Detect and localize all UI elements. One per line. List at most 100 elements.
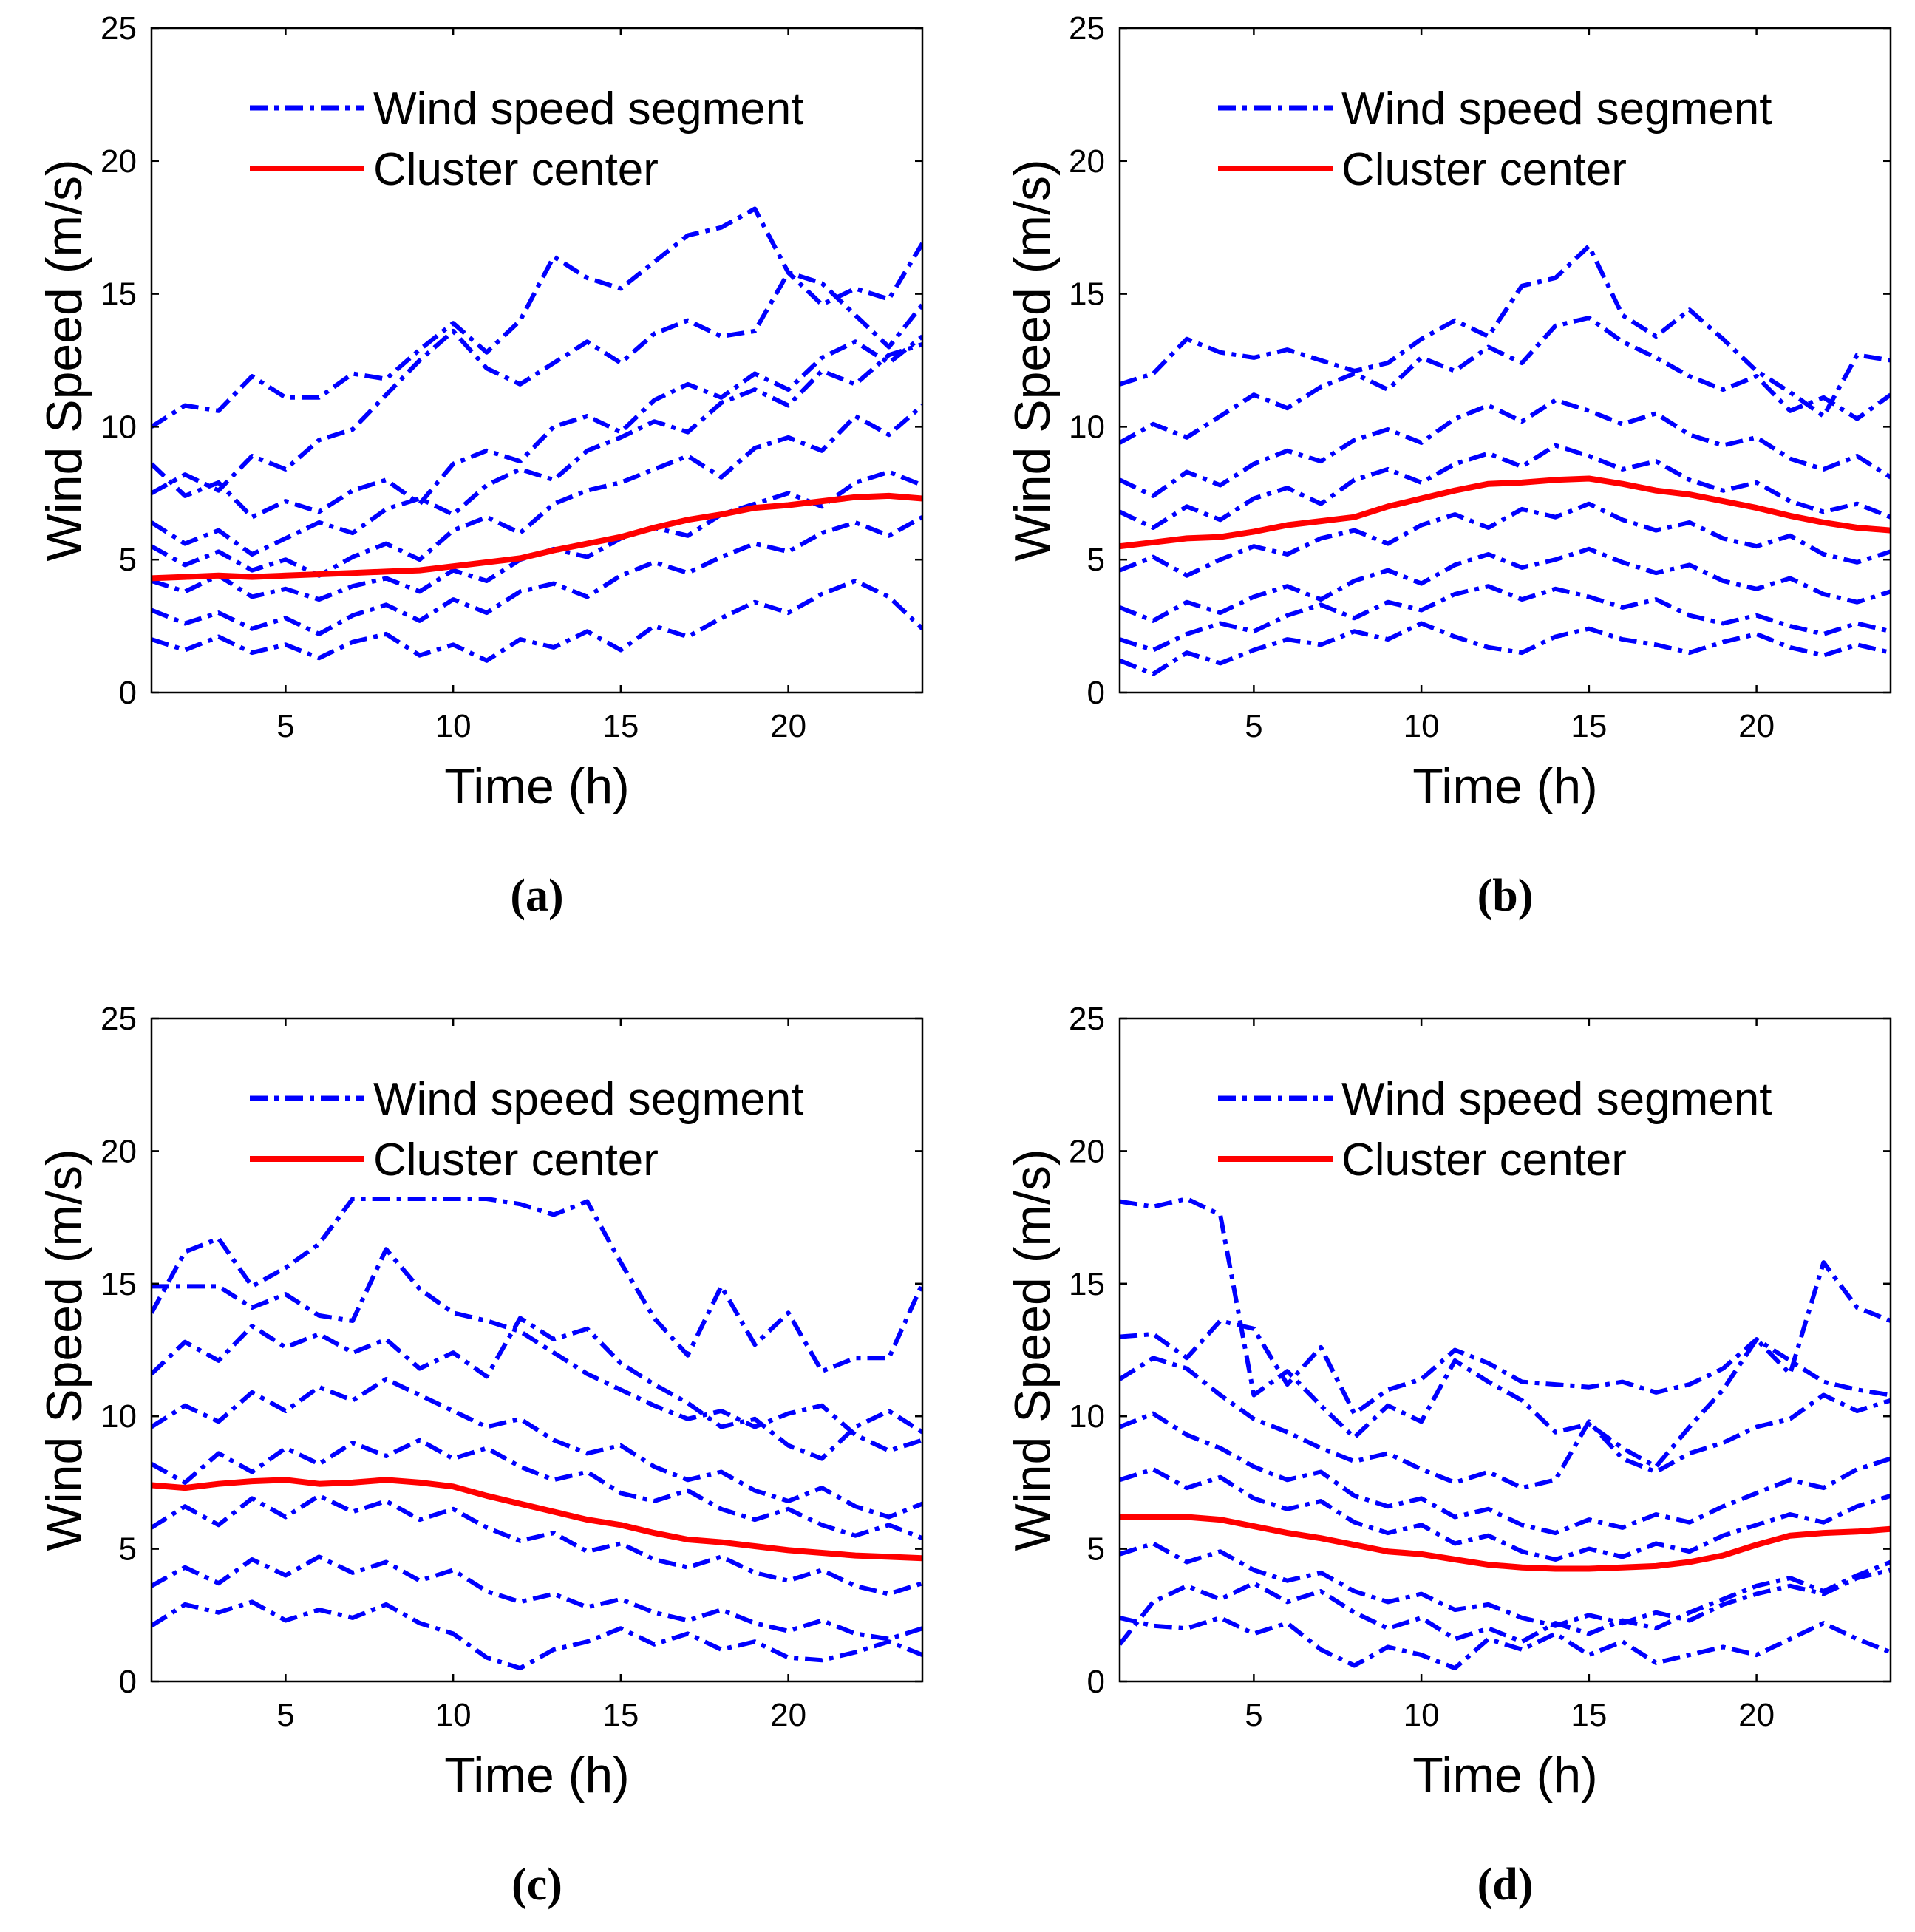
wind-speed-segment-line <box>1120 398 1891 498</box>
wind-speed-segment-line <box>1120 1356 1891 1491</box>
x-tick-label: 15 <box>1571 1697 1607 1733</box>
x-tick-label: 5 <box>276 1697 294 1733</box>
y-tick-label: 10 <box>101 1398 137 1435</box>
x-tick-label: 20 <box>1738 1697 1775 1733</box>
panel-c: 5 10 15 20 0 5 10 15 20 25 Time (h) Wind Speed (m/s… <box>36 1001 924 1910</box>
x-tick-label: 20 <box>770 708 806 744</box>
panel-caption: (d) <box>1477 1860 1534 1910</box>
axes-box <box>1118 27 1892 694</box>
wind-speed-segment-line <box>152 469 922 602</box>
panel-caption: (b) <box>1477 871 1534 921</box>
y-tick-label: 0 <box>119 675 137 711</box>
wind-speed-segment-line <box>1120 1197 1891 1469</box>
cluster-center-line <box>152 492 922 582</box>
y-tick-label: 25 <box>1069 1001 1105 1037</box>
panel-a: 5 10 15 20 0 5 10 15 20 25 Time (h) Wind Speed (m/s… <box>36 10 924 921</box>
wind-speed-segment-line <box>152 1438 922 1540</box>
legend-segment-label: Wind speed segment <box>373 1074 803 1125</box>
wind-speed-segment-line <box>152 1554 922 1642</box>
legend: Wind speed segment Cluster center <box>250 1074 803 1186</box>
x-tick-label: 15 <box>1571 708 1607 744</box>
wind-speed-segment-line <box>152 1493 922 1596</box>
cluster-center-line <box>152 1477 922 1562</box>
y-tick-label: 20 <box>1069 143 1105 180</box>
legend-segment-label: Wind speed segment <box>373 84 803 135</box>
x-axis-label: Time (h) <box>1412 1747 1598 1803</box>
wind-speed-segment-line <box>1120 443 1891 530</box>
wind-speed-segment-line <box>1120 501 1891 578</box>
y-axis-label: Wind Speed (m/s) <box>1004 1149 1061 1551</box>
legend: Wind speed segment Cluster center <box>1218 84 1772 195</box>
wind-speed-segment-line <box>152 1197 922 1374</box>
axes-box <box>150 1017 924 1683</box>
y-tick-label: 25 <box>101 10 137 47</box>
wind-speed-segment-line <box>152 342 922 557</box>
wind-speed-segment-line <box>152 206 922 429</box>
x-tick-label: 10 <box>1404 708 1440 744</box>
wind-speed-segment-line <box>152 515 922 636</box>
wind-speed-segment-line <box>1120 584 1891 653</box>
x-tick-label: 5 <box>1245 1697 1262 1733</box>
x-tick-label: 10 <box>1404 1697 1440 1733</box>
legend-segment-label: Wind speed segment <box>1341 84 1772 135</box>
y-axis-label: Wind Speed (m/s) <box>36 159 92 561</box>
wind-speed-segment-line <box>1120 316 1891 445</box>
y-tick-label: 5 <box>119 542 137 578</box>
wind-speed-segment-line <box>152 270 922 495</box>
y-tick-label: 15 <box>1069 1266 1105 1302</box>
wind-speed-segment-line <box>152 1377 922 1520</box>
legend: Wind speed segment Cluster center <box>250 84 803 195</box>
x-tick-label: 10 <box>435 1697 472 1733</box>
wind-speed-segment-line <box>152 1247 922 1453</box>
wind-speed-segment-line <box>152 334 922 520</box>
y-tick-label: 10 <box>1069 1398 1105 1435</box>
y-tick-label: 10 <box>101 409 137 445</box>
x-tick-label: 15 <box>602 708 639 744</box>
series-group <box>1120 1197 1891 1671</box>
wind-speed-segment-line <box>1120 1541 1891 1628</box>
wind-speed-segment-line <box>1120 1411 1891 1536</box>
wind-speed-segment-line <box>152 579 922 663</box>
axes-box <box>150 27 924 694</box>
y-axis-label: Wind Speed (m/s) <box>1004 159 1061 561</box>
panel-d: 5 10 15 20 0 5 10 15 20 25 Time (h) Wind Speed (m/s… <box>1004 1001 1892 1910</box>
cluster-center-line <box>1120 475 1891 550</box>
panel-b: 5 10 15 20 0 5 10 15 20 25 Time (h) Wind Speed (m/s… <box>1004 10 1892 921</box>
y-tick-label: 15 <box>101 276 137 313</box>
wind-speed-segment-line <box>152 404 922 578</box>
y-tick-label: 20 <box>101 1133 137 1169</box>
legend-center-label: Cluster center <box>373 144 659 195</box>
x-axis-label: Time (h) <box>444 1747 630 1803</box>
y-tick-label: 15 <box>101 1266 137 1302</box>
legend-center-label: Cluster center <box>1341 144 1627 195</box>
axes-box <box>1118 1017 1892 1683</box>
x-tick-label: 10 <box>435 708 472 744</box>
panel-caption: (a) <box>510 871 563 921</box>
wind-speed-segment-line <box>1120 1467 1891 1562</box>
y-tick-label: 5 <box>1087 1531 1105 1568</box>
legend-segment-label: Wind speed segment <box>1341 1074 1772 1125</box>
y-tick-label: 5 <box>1087 542 1105 578</box>
legend: Wind speed segment Cluster center <box>1218 1074 1772 1186</box>
series-group <box>152 206 922 663</box>
y-tick-label: 25 <box>1069 10 1105 47</box>
y-tick-label: 20 <box>101 143 137 180</box>
series-group <box>152 1197 922 1671</box>
y-tick-label: 20 <box>1069 1133 1105 1169</box>
y-tick-label: 15 <box>1069 276 1105 313</box>
x-tick-label: 5 <box>1245 708 1262 744</box>
cluster-center-line <box>1120 1514 1891 1572</box>
x-tick-label: 5 <box>276 708 294 744</box>
x-axis-label: Time (h) <box>444 758 630 814</box>
y-tick-label: 10 <box>1069 409 1105 445</box>
y-tick-label: 5 <box>119 1531 137 1568</box>
x-axis-label: Time (h) <box>1412 758 1598 814</box>
x-tick-label: 20 <box>1738 708 1775 744</box>
wind-speed-segment-line <box>1120 1559 1891 1646</box>
y-tick-label: 0 <box>119 1664 137 1700</box>
x-tick-label: 20 <box>770 1697 806 1733</box>
panel-caption: (c) <box>511 1860 562 1910</box>
y-tick-label: 0 <box>1087 675 1105 711</box>
